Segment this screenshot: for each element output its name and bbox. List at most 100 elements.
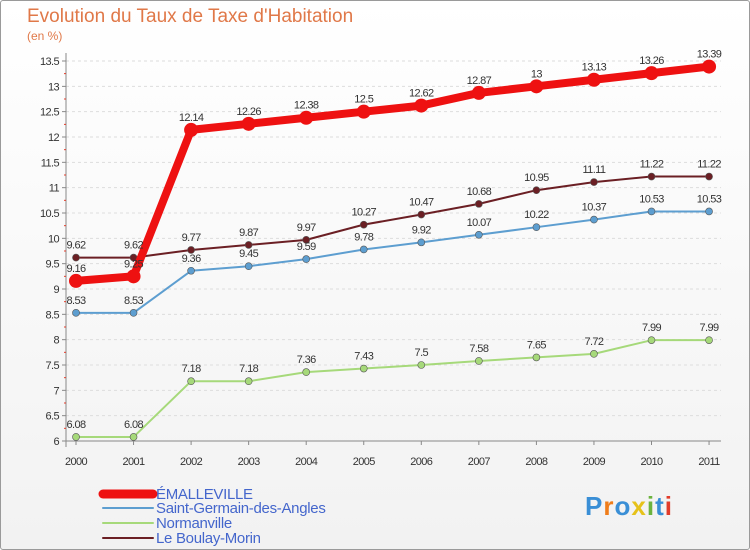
data-point: [72, 309, 80, 317]
y-tick-label: 7: [53, 385, 59, 397]
legend-label: Le Boulay-Morin: [156, 530, 261, 547]
y-tick-label: 11.5: [41, 157, 60, 169]
x-tick-label: 2001: [123, 456, 146, 468]
data-label: 9.97: [297, 222, 316, 234]
y-tick-label: 9: [53, 284, 59, 296]
data-label: 7.99: [642, 322, 661, 334]
data-label: 9.78: [354, 231, 373, 243]
data-point: [126, 269, 141, 284]
data-point: [184, 122, 199, 137]
data-point: [702, 59, 717, 74]
data-label: 9.25: [124, 258, 143, 270]
logo-letter: o: [614, 491, 632, 521]
data-point: [241, 116, 256, 131]
data-label: 7.65: [527, 339, 546, 351]
data-label: 6.08: [66, 419, 85, 431]
data-point: [187, 246, 195, 254]
data-label: 13.13: [582, 62, 607, 74]
data-point: [244, 377, 253, 386]
data-label: 11.11: [582, 164, 605, 176]
x-tick-label: 2000: [65, 456, 88, 468]
series-line: [75, 210, 711, 314]
data-label: 13.39: [697, 49, 722, 61]
data-point: [359, 245, 368, 254]
y-tick-label: 11: [49, 183, 60, 195]
data-label: 12.14: [179, 112, 204, 124]
data-label: 12.62: [409, 88, 434, 100]
data-point: [586, 72, 601, 87]
data-label: 8.53: [124, 295, 143, 307]
data-point: [414, 98, 429, 113]
data-point: [475, 357, 483, 365]
data-point: [705, 336, 713, 344]
data-point: [529, 79, 544, 94]
data-point: [417, 361, 426, 369]
x-tick-label: 2003: [238, 456, 261, 468]
data-point: [244, 262, 253, 271]
data-point: [647, 172, 656, 181]
data-point: [590, 350, 598, 358]
x-tick-label: 2008: [525, 456, 548, 468]
data-label: 12.87: [467, 75, 492, 87]
x-tick-label: 2006: [410, 456, 433, 468]
x-tick-label: 2010: [640, 456, 663, 468]
y-tick-label: 10: [48, 233, 60, 245]
data-point: [417, 210, 426, 219]
data-point: [356, 104, 371, 119]
y-tick-label: 13.5: [40, 56, 59, 68]
data-point: [705, 207, 713, 216]
data-label: 7.18: [239, 363, 258, 375]
data-label: 7.58: [469, 343, 488, 355]
data-label: 12.38: [294, 100, 319, 112]
data-point: [187, 377, 195, 386]
data-label: 10.95: [524, 172, 549, 184]
data-label: 7.72: [584, 336, 603, 348]
legend-label: ÉMALLEVILLE: [156, 486, 253, 503]
data-point: [647, 207, 656, 216]
data-label: 9.92: [412, 224, 431, 236]
data-label: 13: [531, 68, 543, 80]
data-point: [69, 273, 83, 288]
data-label: 12.5: [354, 94, 373, 106]
data-label: 9.62: [66, 240, 85, 252]
legend-label: Normanville: [156, 515, 232, 532]
data-point: [590, 178, 598, 186]
x-tick-label: 2011: [698, 456, 720, 468]
data-label: 7.99: [700, 322, 719, 334]
legend-label: Saint-Germain-des-Angles: [156, 500, 326, 517]
data-point: [299, 110, 314, 125]
data-label: 9.16: [66, 263, 85, 275]
y-tick-label: 10.5: [40, 208, 59, 220]
data-point: [72, 253, 80, 262]
data-point: [705, 172, 713, 181]
logo-letter: i: [664, 491, 673, 521]
data-label: 10.53: [639, 193, 664, 205]
data-point: [471, 85, 486, 100]
x-tick-label: 2002: [180, 456, 203, 468]
logo-letter: t: [655, 491, 665, 521]
x-tick-label: 2007: [468, 456, 491, 468]
data-label: 9.36: [182, 253, 201, 265]
y-tick-label: 8: [53, 335, 59, 347]
data-point: [302, 255, 311, 263]
data-label: 13.26: [639, 55, 664, 67]
data-point: [590, 215, 598, 224]
data-point: [244, 241, 253, 249]
series-line: [75, 339, 711, 438]
data-label: 11.22: [640, 159, 664, 171]
y-tick-label: 9.5: [46, 259, 60, 271]
y-tick-label: 13: [48, 81, 60, 93]
data-point: [129, 433, 138, 441]
data-label: 10.68: [467, 186, 492, 198]
x-tick-label: 2005: [353, 456, 376, 468]
data-point: [129, 309, 138, 317]
data-label: 10.47: [409, 197, 434, 209]
data-point: [417, 238, 426, 247]
data-label: 7.5: [415, 347, 429, 359]
logo-letter: i: [646, 491, 656, 521]
data-point: [359, 220, 368, 229]
data-label: 7.36: [297, 354, 316, 366]
data-label: 10.53: [697, 193, 722, 205]
x-tick-label: 2004: [295, 456, 318, 468]
data-label: 12.26: [236, 106, 261, 118]
